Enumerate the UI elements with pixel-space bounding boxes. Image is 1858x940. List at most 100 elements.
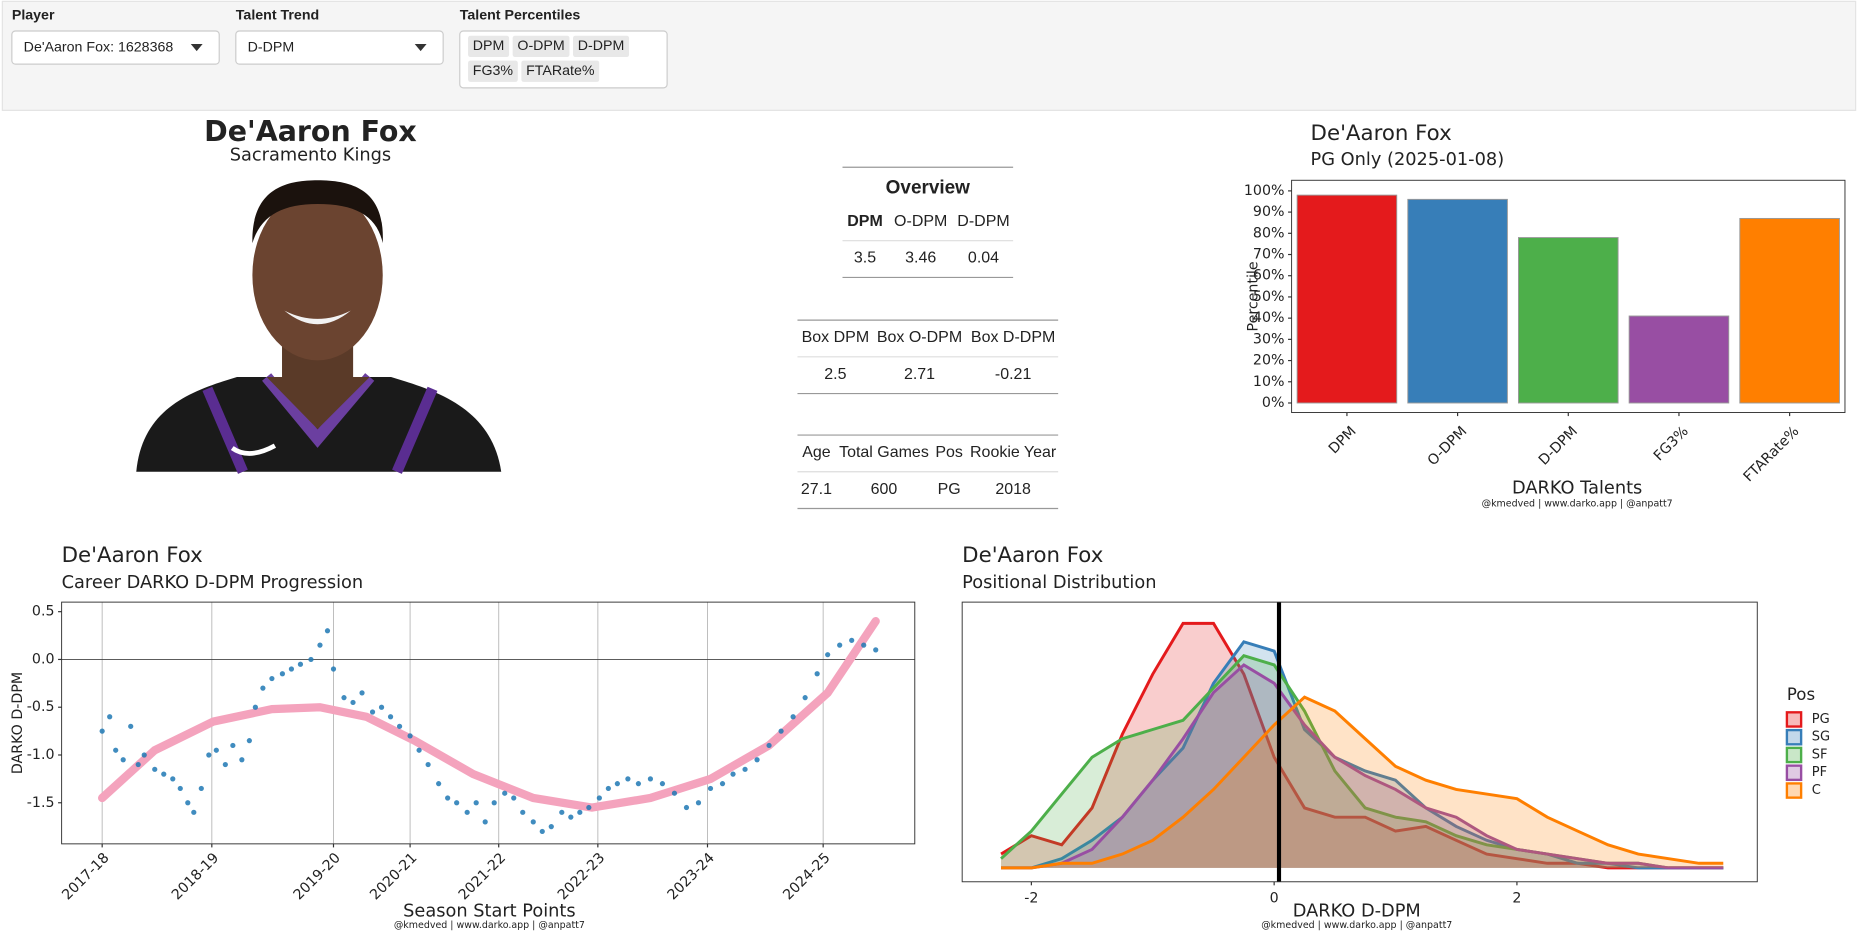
chip-label[interactable]: FTARate% (526, 63, 595, 79)
neck (266, 376, 370, 430)
point (107, 714, 113, 720)
chip-label[interactable]: O-DPM (517, 38, 564, 54)
point (191, 809, 197, 815)
chip[interactable]: O-DPM (512, 35, 570, 58)
player-select[interactable]: De'Aaron Fox: 1628368 (11, 30, 220, 65)
chip[interactable]: FG3% (468, 60, 518, 82)
point (719, 781, 726, 787)
point (269, 675, 275, 682)
point (128, 723, 134, 729)
point (614, 781, 620, 787)
point (288, 666, 295, 672)
point (198, 785, 204, 792)
chip-bg[interactable] (573, 35, 630, 58)
table-cell: 2.5 (824, 366, 846, 383)
point (161, 771, 167, 777)
x-tick-label: 2024-25 (780, 850, 833, 903)
table-header: DPM (847, 213, 883, 230)
x-tick-label: 0 (1270, 890, 1279, 906)
controls-panel: Player Talent Trend Talent Percentiles D… (1, 0, 1857, 111)
chip[interactable]: FTARate% (521, 60, 600, 82)
point (297, 661, 304, 667)
y-axis-label: Percentile (1246, 261, 1262, 331)
trend-line (97, 617, 880, 812)
point (436, 781, 442, 787)
chart-subtitle: Career DARKO D-DPM Progression (62, 573, 364, 593)
point (445, 795, 451, 801)
point (407, 733, 413, 739)
table-cell: 2018 (995, 481, 1031, 498)
y-tick-label: 100% (1244, 183, 1285, 199)
table-header: Box DPM (802, 329, 870, 346)
point (230, 742, 236, 749)
point (152, 766, 158, 772)
table-header: Box D-DPM (971, 329, 1055, 346)
player-header: De'Aaron Fox Sacramento Kings (204, 115, 417, 166)
point (464, 809, 470, 815)
chip[interactable]: D-DPM (573, 35, 630, 58)
point (135, 761, 141, 768)
chart-subtitle: Positional Distribution (962, 573, 1156, 593)
table-cell: 0.04 (968, 250, 999, 267)
point (252, 704, 258, 710)
select-box[interactable] (235, 30, 444, 65)
legend-key (1785, 728, 1803, 746)
point (530, 819, 536, 825)
table-header: Rookie Year (970, 444, 1057, 461)
chip-bg[interactable] (468, 35, 510, 58)
select-caret[interactable] (190, 44, 203, 52)
x-tick-label: D-DPM (1536, 423, 1581, 468)
point (185, 800, 191, 806)
x-tick-label: 2023-24 (665, 850, 718, 903)
x-tick-label: 2020-21 (367, 850, 420, 903)
chip-label[interactable]: DPM (473, 38, 505, 54)
chip-bg[interactable] (468, 60, 518, 82)
table-cell: 27.1 (801, 481, 832, 498)
point (707, 785, 714, 792)
point (790, 714, 796, 720)
point (177, 785, 183, 792)
caption: @kmedved | www.darko.app | @anpatt7 (1482, 498, 1673, 509)
point (369, 709, 376, 715)
point (222, 761, 228, 768)
point (359, 690, 365, 696)
point (647, 776, 654, 782)
point (396, 723, 403, 729)
chart-title: De'Aaron Fox (962, 543, 1103, 568)
density-line (1000, 621, 1724, 870)
chip-bg[interactable] (512, 35, 570, 58)
x-tick-label: 2 (1512, 890, 1521, 906)
point (730, 771, 736, 777)
chip-bg[interactable] (521, 60, 600, 82)
density-area (1001, 623, 1724, 868)
select-value[interactable]: De'Aaron Fox: 1628368 (24, 39, 174, 55)
point (861, 642, 867, 648)
y-tick-label: 0.5 (32, 604, 55, 620)
x-tick-label: 2022-23 (555, 850, 608, 903)
chip-label[interactable]: D-DPM (578, 38, 625, 54)
point (778, 728, 784, 734)
point (473, 800, 479, 806)
chips: DPM O-DPM D-DPM FG3% FTARate% (468, 35, 630, 82)
chart-title: De'Aaron Fox (1311, 121, 1452, 146)
legend-label: PF (1812, 765, 1827, 780)
legend-title: Pos (1787, 685, 1815, 704)
control-label: Player (12, 7, 55, 23)
x-axis-label: DARKO Talents (1512, 478, 1642, 498)
x-axis-label: Season Start Points (403, 901, 576, 921)
y-tick-label: -0.5 (27, 699, 55, 715)
table-cell: 3.46 (905, 250, 936, 267)
point (635, 781, 642, 787)
y-tick-label: 80% (1253, 225, 1285, 241)
point (425, 761, 431, 768)
player-team: Sacramento Kings (230, 145, 391, 165)
chip-label[interactable]: FG3% (473, 63, 514, 79)
point (120, 757, 126, 763)
y-axis-label: DARKO D-DPM (10, 672, 26, 774)
chip[interactable]: DPM (468, 35, 510, 58)
select-box[interactable] (11, 30, 220, 65)
density-area (1001, 655, 1724, 868)
select-caret[interactable] (414, 44, 427, 52)
trend-select[interactable]: D-DPM (235, 30, 444, 65)
select-value[interactable]: D-DPM (248, 39, 295, 55)
